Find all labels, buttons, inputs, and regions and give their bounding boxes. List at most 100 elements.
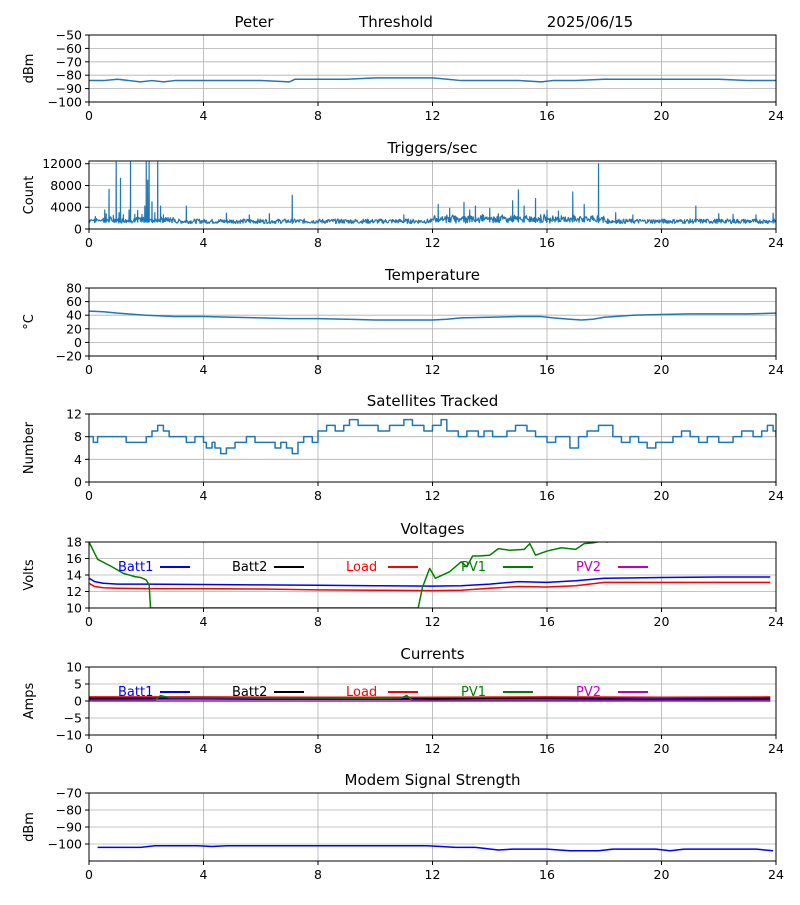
x-tick-label: 24 — [768, 488, 784, 503]
y-tick-label: −100 — [48, 95, 82, 110]
y-tick-label: 12 — [66, 407, 82, 422]
y-tick-label: −70 — [56, 54, 82, 69]
y-tick-label: 10 — [66, 660, 82, 675]
y-tick-label: −70 — [56, 786, 82, 801]
x-tick-label: 16 — [539, 614, 555, 629]
y-axis-label: °C — [22, 314, 37, 330]
series-line-modem — [98, 846, 774, 851]
y-tick-label: 4 — [74, 452, 82, 467]
y-axis-label: dBm — [22, 54, 37, 84]
x-tick-label: 24 — [768, 362, 784, 377]
x-tick-label: 20 — [654, 362, 670, 377]
x-tick-label: 0 — [85, 488, 93, 503]
x-tick-label: 4 — [200, 108, 208, 123]
chart-title: Currents — [400, 645, 464, 663]
x-tick-label: 16 — [539, 488, 555, 503]
header-mode: Threshold — [358, 13, 433, 31]
y-tick-label: 20 — [66, 321, 82, 336]
y-tick-label: 5 — [74, 677, 82, 692]
x-tick-label: 20 — [654, 108, 670, 123]
y-axis-label: dBm — [22, 812, 37, 842]
y-tick-label: −100 — [48, 837, 82, 852]
y-tick-label: 4000 — [50, 200, 82, 215]
header-station: Peter — [234, 13, 274, 31]
y-axis-label: Amps — [22, 682, 37, 719]
y-tick-label: 40 — [66, 308, 82, 323]
plot-area — [89, 696, 770, 701]
legend-label: PV2 — [576, 560, 601, 575]
chart-title: Modem Signal Strength — [345, 771, 521, 789]
x-tick-label: 8 — [314, 108, 322, 123]
y-tick-label: −90 — [56, 81, 82, 96]
x-tick-label: 12 — [425, 488, 441, 503]
x-tick-label: 16 — [539, 108, 555, 123]
x-tick-label: 20 — [654, 235, 670, 250]
x-tick-label: 16 — [539, 362, 555, 377]
x-tick-label: 16 — [539, 235, 555, 250]
legend-label: PV2 — [576, 685, 601, 700]
y-tick-label: 8000 — [50, 178, 82, 193]
x-tick-label: 0 — [85, 741, 93, 756]
x-tick-label: 12 — [425, 741, 441, 756]
y-tick-label: −5 — [64, 711, 82, 726]
legend-label: Batt1 — [118, 560, 153, 575]
y-tick-label: −60 — [56, 41, 82, 56]
x-tick-label: 24 — [768, 741, 784, 756]
y-tick-label: 12000 — [42, 156, 82, 171]
plot-area — [89, 540, 770, 608]
x-tick-label: 4 — [200, 741, 208, 756]
y-tick-label: −80 — [56, 803, 82, 818]
y-tick-label: 60 — [66, 294, 82, 309]
legend-label: Load — [346, 560, 377, 575]
y-tick-label: −90 — [56, 820, 82, 835]
x-tick-label: 4 — [200, 362, 208, 377]
legend-label: Batt1 — [118, 685, 153, 700]
x-tick-label: 24 — [768, 614, 784, 629]
x-tick-label: 8 — [314, 488, 322, 503]
x-tick-label: 0 — [85, 235, 93, 250]
x-tick-label: 20 — [654, 741, 670, 756]
legend-label: PV1 — [461, 560, 486, 575]
x-tick-label: 20 — [654, 867, 670, 882]
x-tick-label: 16 — [539, 867, 555, 882]
y-tick-label: 8 — [74, 429, 82, 444]
legend-label: Batt2 — [232, 560, 267, 575]
x-tick-label: 8 — [314, 235, 322, 250]
y-tick-label: 18 — [66, 535, 82, 550]
y-tick-label: 0 — [74, 222, 82, 237]
y-tick-label: 0 — [74, 694, 82, 709]
y-tick-label: −20 — [56, 349, 82, 364]
x-tick-label: 12 — [425, 614, 441, 629]
x-tick-label: 8 — [314, 614, 322, 629]
y-axis-label: Count — [22, 176, 37, 215]
x-tick-label: 12 — [425, 362, 441, 377]
plot-area — [98, 846, 774, 851]
legend-label: PV1 — [461, 685, 486, 700]
x-tick-label: 12 — [425, 867, 441, 882]
x-tick-label: 4 — [200, 235, 208, 250]
x-tick-label: 0 — [85, 362, 93, 377]
y-tick-label: 80 — [66, 281, 82, 296]
x-tick-label: 4 — [200, 867, 208, 882]
x-tick-label: 0 — [85, 867, 93, 882]
y-axis-label: Number — [22, 421, 37, 474]
y-tick-label: 0 — [74, 475, 82, 490]
x-tick-label: 24 — [768, 235, 784, 250]
y-tick-label: 12 — [66, 584, 82, 599]
y-tick-label: 0 — [74, 335, 82, 350]
legend-label: Batt2 — [232, 685, 267, 700]
x-tick-label: 20 — [654, 614, 670, 629]
x-tick-label: 8 — [314, 741, 322, 756]
x-tick-label: 4 — [200, 488, 208, 503]
chart-title: Satellites Tracked — [367, 392, 498, 410]
x-tick-label: 8 — [314, 362, 322, 377]
y-tick-label: −50 — [56, 28, 82, 43]
y-tick-label: 16 — [66, 551, 82, 566]
x-tick-label: 4 — [200, 614, 208, 629]
